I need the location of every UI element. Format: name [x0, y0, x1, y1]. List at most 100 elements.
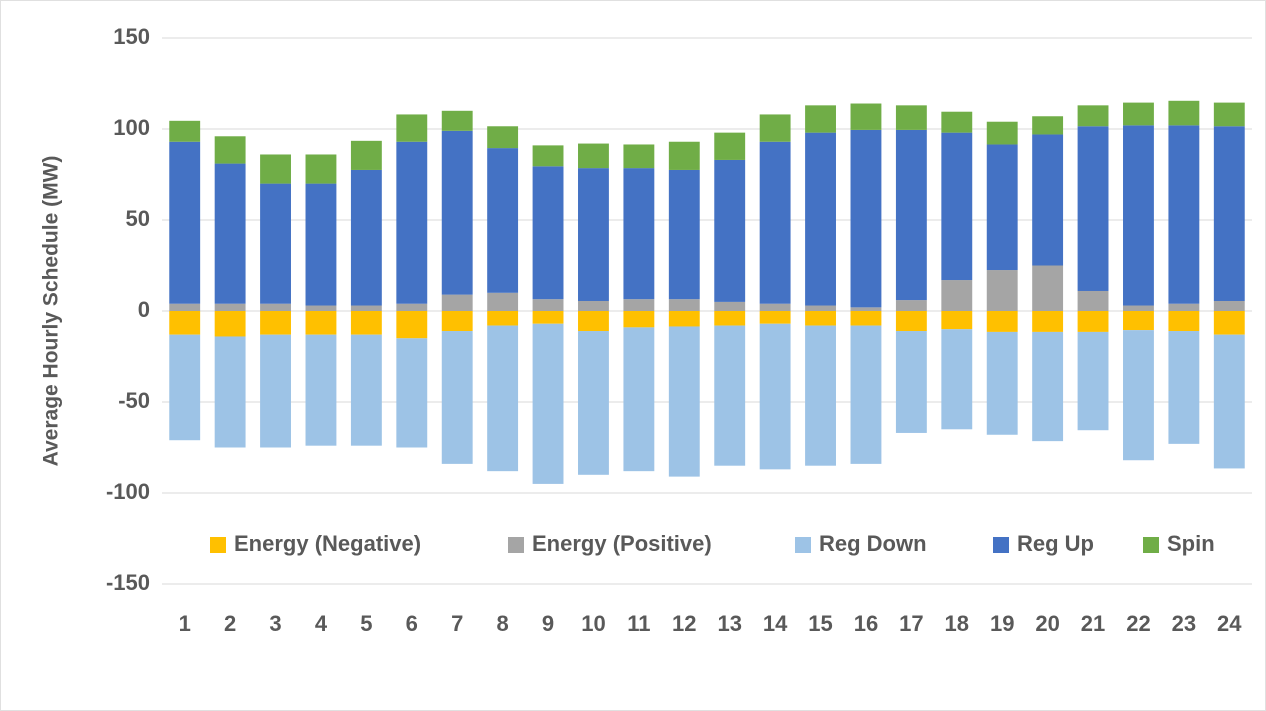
bar-segment: [941, 329, 973, 430]
bar-segment: [941, 132, 973, 281]
x-tick-label: 12: [672, 611, 696, 636]
bar-segment: [305, 311, 337, 335]
x-tick-label: 1: [179, 611, 191, 636]
bar-segment: [487, 148, 519, 293]
bar-segment: [668, 141, 700, 170]
x-tick-label: 3: [269, 611, 281, 636]
bar-segment: [668, 311, 700, 327]
bar-segment: [1032, 116, 1064, 135]
bar-segment: [169, 334, 201, 441]
bar-segment: [986, 311, 1018, 332]
x-tick-label: 14: [763, 611, 788, 636]
bar-segment: [305, 154, 337, 184]
bar-segment: [714, 159, 746, 302]
bar-segment: [1123, 102, 1154, 126]
bar-segment: [1213, 126, 1245, 301]
bar-segment: [895, 105, 927, 130]
bar-segment: [1077, 126, 1109, 291]
bar-segment: [305, 183, 337, 306]
bar-segment: [1032, 265, 1064, 311]
legend-swatch: [210, 537, 226, 553]
x-tick-label: 9: [542, 611, 554, 636]
bar-segment: [1077, 290, 1109, 311]
legend-swatch: [993, 537, 1009, 553]
legend-label: Reg Down: [819, 531, 927, 556]
bar-segment: [941, 311, 973, 330]
bar-segment: [578, 168, 609, 301]
bar-segment: [1123, 305, 1154, 311]
bar-segment: [759, 114, 791, 142]
legend-label: Energy (Positive): [532, 531, 712, 556]
bar-segment: [578, 143, 609, 169]
bar-segment: [623, 168, 655, 300]
y-axis-label: Average Hourly Schedule (MW): [40, 156, 63, 467]
bar-segment: [805, 311, 836, 326]
bar-segment: [350, 334, 382, 446]
x-tick-label: 23: [1172, 611, 1196, 636]
bar-segment: [169, 303, 201, 311]
x-tick-label: 22: [1126, 611, 1150, 636]
bar-segment: [260, 311, 291, 335]
bar-segment: [1168, 311, 1200, 332]
bar-segment: [895, 300, 927, 311]
bar-segment: [850, 307, 882, 311]
bar-segment: [350, 311, 382, 335]
x-tick-label: 18: [945, 611, 969, 636]
bar-segment: [396, 114, 428, 142]
x-tick-label: 2: [224, 611, 236, 636]
x-tick-label: 4: [315, 611, 328, 636]
bar-segment: [623, 299, 655, 311]
bar-segment: [578, 300, 609, 311]
legend-label: Reg Up: [1017, 531, 1094, 556]
bar-segment: [986, 270, 1018, 311]
y-tick-label: 0: [138, 297, 150, 322]
x-tick-label: 8: [497, 611, 509, 636]
bar-segment: [532, 311, 564, 324]
bar-segment: [986, 331, 1018, 435]
bar-segment: [441, 130, 473, 295]
bar-segment: [1032, 331, 1064, 442]
bar-segment: [759, 141, 791, 304]
bar-segment: [169, 311, 201, 335]
bar-segment: [714, 325, 746, 466]
bar-segment: [260, 303, 291, 311]
bar-segment: [714, 311, 746, 326]
bar-segment: [714, 301, 746, 311]
y-tick-label: 100: [113, 115, 150, 140]
bar-segment: [487, 311, 519, 326]
bar-segment: [850, 311, 882, 326]
bar-segment: [441, 294, 473, 311]
bar-segment: [1077, 331, 1109, 431]
bar-segment: [1123, 125, 1154, 306]
bar-segment: [214, 336, 246, 448]
x-tick-label: 24: [1217, 611, 1242, 636]
bar-segment: [895, 129, 927, 301]
bar-segment: [623, 311, 655, 328]
x-tick-label: 17: [899, 611, 923, 636]
y-tick-label: 50: [126, 206, 150, 231]
bar-segment: [986, 144, 1018, 271]
bar-segment: [759, 303, 791, 311]
bar-segment: [350, 140, 382, 170]
x-tick-label: 19: [990, 611, 1014, 636]
legend-swatch: [1143, 537, 1159, 553]
bar-segment: [895, 331, 927, 433]
bar-segment: [260, 154, 291, 184]
bar-segment: [759, 311, 791, 324]
bar-segment: [214, 136, 246, 164]
bar-segment: [714, 132, 746, 160]
bar-segment: [578, 311, 609, 332]
bar-segment: [850, 129, 882, 308]
bar-segment: [805, 105, 836, 133]
legend-label: Energy (Negative): [234, 531, 421, 556]
bar-segment: [487, 292, 519, 311]
bar-segment: [260, 334, 291, 448]
bar-segment: [668, 169, 700, 300]
bar-segment: [623, 144, 655, 169]
bar-segment: [805, 132, 836, 306]
y-tick-label: -50: [118, 388, 150, 413]
bar-segment: [487, 126, 519, 149]
bar-segment: [668, 299, 700, 311]
bar-segment: [214, 163, 246, 304]
